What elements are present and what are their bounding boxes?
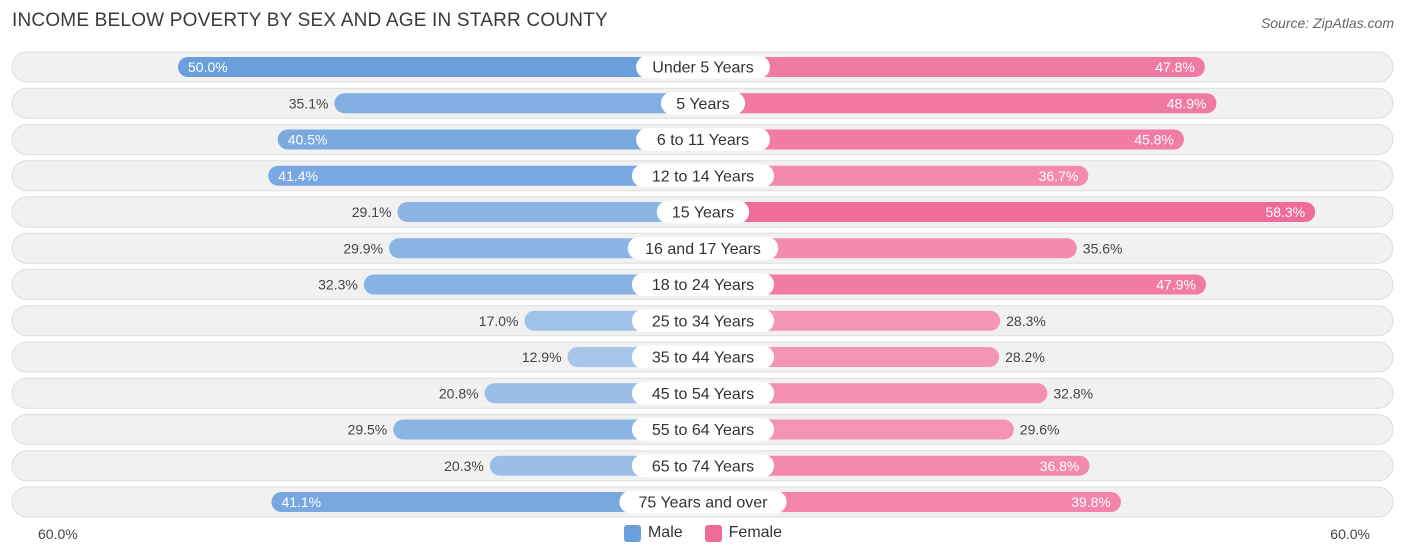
male-value-label: 20.3% bbox=[444, 458, 484, 474]
axis-left-label: 60.0% bbox=[38, 526, 78, 542]
female-value-label: 36.7% bbox=[1039, 168, 1079, 184]
female-bar bbox=[703, 165, 1089, 186]
female-value-label: 45.8% bbox=[1134, 132, 1174, 148]
category-pill bbox=[631, 418, 775, 441]
male-value-label: 29.5% bbox=[348, 422, 388, 438]
male-value-label: 40.5% bbox=[288, 132, 328, 148]
male-bar bbox=[277, 129, 703, 150]
female-value-label: 48.9% bbox=[1167, 95, 1207, 111]
category-label: 65 to 74 Years bbox=[652, 458, 754, 475]
category-pill bbox=[656, 200, 750, 224]
female-bar bbox=[703, 419, 1014, 440]
category-label: 15 Years bbox=[672, 205, 734, 222]
male-bar bbox=[334, 93, 703, 114]
category-pill bbox=[636, 128, 770, 151]
male-value-label: 20.8% bbox=[439, 385, 479, 401]
category-label: 16 and 17 Years bbox=[645, 241, 761, 258]
male-bar bbox=[271, 492, 703, 512]
category-label: 6 to 11 Years bbox=[657, 132, 749, 149]
category-label: 12 to 14 Years bbox=[652, 168, 754, 185]
female-bar bbox=[703, 129, 1184, 150]
category-pill bbox=[660, 91, 746, 115]
category-pill bbox=[636, 55, 770, 79]
female-value-label: 35.6% bbox=[1083, 240, 1123, 256]
female-value-label: 36.8% bbox=[1040, 458, 1080, 474]
male-value-label: 29.1% bbox=[352, 204, 392, 220]
male-bar bbox=[397, 202, 703, 222]
category-label: 55 to 64 Years bbox=[652, 422, 754, 439]
category-pill bbox=[631, 454, 775, 478]
legend-label-male: Male bbox=[647, 524, 683, 541]
category-pill bbox=[631, 309, 775, 333]
female-bar bbox=[703, 455, 1090, 476]
male-value-label: 41.4% bbox=[278, 168, 318, 184]
female-value-label: 47.8% bbox=[1155, 59, 1195, 75]
category-pill bbox=[631, 381, 775, 405]
category-pill bbox=[631, 345, 775, 369]
chart-title: INCOME BELOW POVERTY BY SEX AND AGE IN S… bbox=[12, 10, 608, 31]
legend-item-female: Female bbox=[704, 524, 783, 542]
category-label: Under 5 Years bbox=[652, 60, 753, 77]
category-label: 5 Years bbox=[676, 96, 729, 113]
category-pill bbox=[631, 164, 775, 188]
female-bar bbox=[703, 310, 1001, 331]
male-value-label: 41.1% bbox=[281, 494, 321, 510]
female-value-label: 39.8% bbox=[1071, 494, 1111, 510]
female-value-label: 32.8% bbox=[1053, 385, 1093, 401]
category-pill bbox=[619, 490, 787, 514]
chart-area: 50.0% 47.8% Under 5 Years 35.1% 48.9% 5 Years… bbox=[11, 51, 1394, 518]
female-bar bbox=[703, 93, 1217, 114]
female-bar bbox=[703, 383, 1048, 404]
male-value-label: 17.0% bbox=[479, 313, 519, 329]
category-label: 75 Years and over bbox=[639, 495, 769, 512]
legend-label-female: Female bbox=[728, 524, 783, 541]
male-value-label: 29.9% bbox=[343, 240, 383, 256]
male-bar bbox=[363, 274, 703, 295]
female-bar bbox=[703, 492, 1121, 512]
male-value-label: 50.0% bbox=[188, 59, 228, 75]
female-value-label: 28.3% bbox=[1006, 313, 1046, 329]
category-pill bbox=[627, 236, 779, 260]
female-bar bbox=[703, 347, 1000, 367]
female-bar bbox=[703, 238, 1077, 259]
male-value-label: 32.3% bbox=[318, 277, 358, 293]
female-bar bbox=[703, 274, 1206, 295]
legend-swatch-male bbox=[623, 524, 641, 542]
female-bar bbox=[703, 202, 1316, 222]
female-value-label: 28.2% bbox=[1005, 349, 1045, 365]
female-value-label: 29.6% bbox=[1020, 422, 1060, 438]
female-value-label: 58.3% bbox=[1265, 204, 1305, 220]
male-value-label: 35.1% bbox=[289, 95, 329, 111]
female-bar bbox=[703, 57, 1205, 77]
male-bar bbox=[178, 57, 703, 77]
male-bar bbox=[389, 238, 703, 259]
category-label: 18 to 24 Years bbox=[652, 277, 754, 294]
male-bar bbox=[393, 419, 703, 440]
source-label: Source: ZipAtlas.com bbox=[1260, 15, 1394, 31]
male-value-label: 12.9% bbox=[522, 349, 562, 365]
category-label: 35 to 44 Years bbox=[652, 350, 754, 367]
axis-right-label: 60.0% bbox=[1330, 526, 1370, 542]
male-bar bbox=[268, 165, 703, 186]
category-label: 45 to 54 Years bbox=[652, 386, 754, 403]
legend: Male Female bbox=[0, 524, 1406, 542]
legend-swatch-female bbox=[704, 524, 722, 542]
female-value-label: 47.9% bbox=[1156, 277, 1196, 293]
category-label: 25 to 34 Years bbox=[652, 313, 754, 330]
category-pill bbox=[631, 273, 775, 296]
legend-item-male: Male bbox=[623, 524, 683, 542]
